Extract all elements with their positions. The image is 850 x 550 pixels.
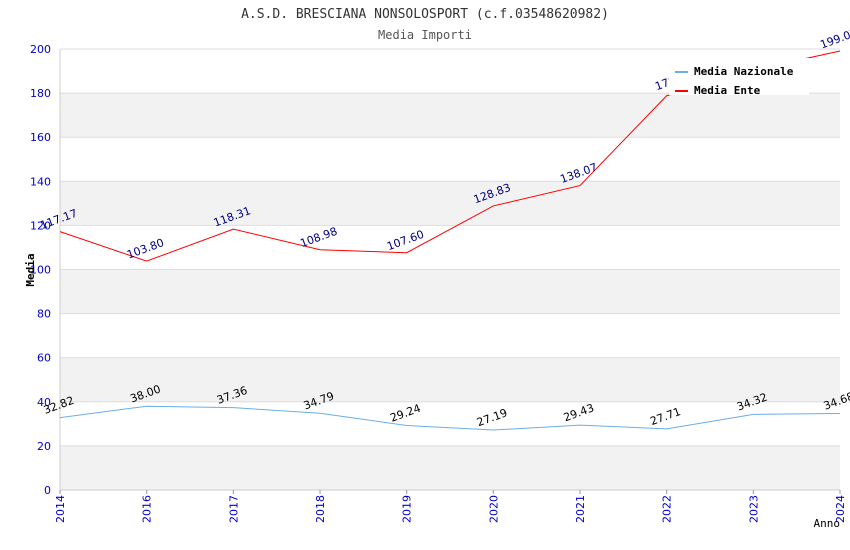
data-label: 199.07 <box>818 26 850 51</box>
y-tick-label: 120 <box>30 219 51 232</box>
background-band <box>60 357 840 402</box>
background-band <box>60 93 840 138</box>
y-tick-label: 20 <box>37 440 51 453</box>
background-band <box>60 445 840 490</box>
y-axis-ticks: 0 20 40 60 80 100 120 140 160 180 200 <box>30 43 51 497</box>
y-tick-label: 40 <box>37 396 51 409</box>
y-axis-label: Media <box>24 253 37 286</box>
y-tick-label: 200 <box>30 43 51 56</box>
y-tick-label: 140 <box>30 175 51 188</box>
y-tick-label: 0 <box>44 484 51 497</box>
x-tick-label: 2019 <box>401 495 414 523</box>
chart-subtitle: Media Importi <box>378 28 472 42</box>
x-axis-ticks: 2014 2016 2017 2018 2019 2020 2021 2022 2023 2024 <box>54 490 847 523</box>
x-tick-label: 2020 <box>487 495 500 523</box>
x-tick-label: 2023 <box>747 495 760 523</box>
legend-label-media-ente: Media Ente <box>694 84 761 97</box>
x-tick-label: 2014 <box>54 495 67 523</box>
chart-title: A.S.D. BRESCIANA NONSOLOSPORT (c.f.03548… <box>241 7 609 22</box>
x-tick-label: 2024 <box>834 495 847 523</box>
series-line-media-nazionale <box>59 405 841 431</box>
legend: Media Nazionale Media Ente <box>669 58 809 97</box>
x-tick-label: 2016 <box>141 495 154 523</box>
y-tick-label: 60 <box>37 352 51 365</box>
y-tick-label: 180 <box>30 87 51 100</box>
background-band <box>60 181 840 226</box>
x-tick-label: 2018 <box>314 495 327 523</box>
x-axis-label: Anno <box>814 517 841 530</box>
y-tick-label: 80 <box>37 308 51 321</box>
y-tick-label: 160 <box>30 131 51 144</box>
legend-box <box>669 58 809 95</box>
background-band <box>60 269 840 314</box>
y-tick-label: 100 <box>30 264 51 277</box>
axes <box>59 49 840 491</box>
x-tick-label: 2021 <box>574 495 587 523</box>
x-tick-label: 2017 <box>227 495 240 523</box>
x-tick-label: 2022 <box>661 495 674 523</box>
legend-label-media-nazionale: Media Nazionale <box>694 65 794 78</box>
